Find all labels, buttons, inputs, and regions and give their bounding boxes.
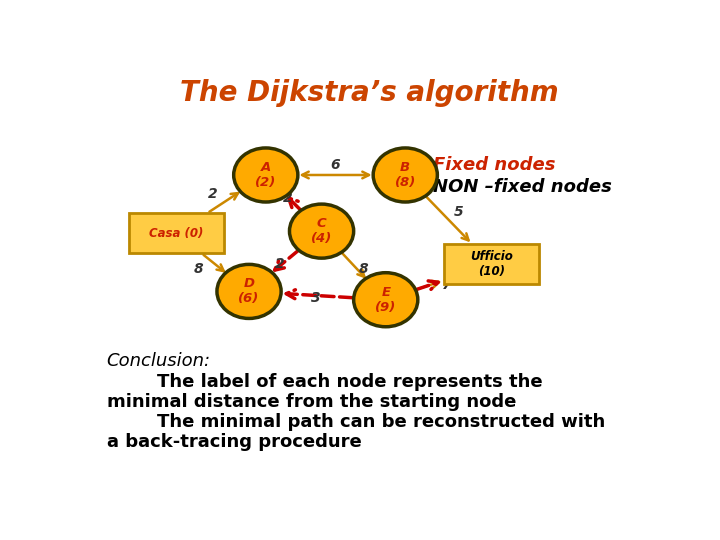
Text: 5: 5 <box>454 205 463 219</box>
Text: Casa (0): Casa (0) <box>149 227 204 240</box>
Ellipse shape <box>354 273 418 327</box>
Ellipse shape <box>373 148 437 202</box>
Text: C
(4): C (4) <box>311 217 332 245</box>
Text: 8: 8 <box>194 261 204 275</box>
Text: D
(6): D (6) <box>238 278 260 306</box>
Text: 7: 7 <box>442 278 452 292</box>
Ellipse shape <box>234 148 298 202</box>
Text: E
(9): E (9) <box>375 286 397 314</box>
FancyBboxPatch shape <box>444 245 539 285</box>
Text: Ufficio
(10): Ufficio (10) <box>470 251 513 279</box>
Text: 2: 2 <box>275 258 284 272</box>
Text: 6: 6 <box>330 158 341 172</box>
Text: The Dijkstra’s algorithm: The Dijkstra’s algorithm <box>180 79 558 107</box>
Text: 2: 2 <box>283 191 293 205</box>
Text: NON –fixed nodes: NON –fixed nodes <box>433 178 612 197</box>
Ellipse shape <box>217 265 281 319</box>
Text: Fixed nodes: Fixed nodes <box>433 156 556 173</box>
Text: a back-tracing procedure: a back-tracing procedure <box>107 433 361 451</box>
Text: 3: 3 <box>311 291 321 305</box>
Text: B
(8): B (8) <box>395 161 416 189</box>
Text: A
(2): A (2) <box>255 161 276 189</box>
Text: The minimal path can be reconstructed with: The minimal path can be reconstructed wi… <box>107 413 605 431</box>
Text: 2: 2 <box>208 187 217 201</box>
Text: 8: 8 <box>359 261 368 275</box>
FancyBboxPatch shape <box>129 213 224 253</box>
Text: The label of each node represents the: The label of each node represents the <box>107 373 542 392</box>
Ellipse shape <box>289 204 354 258</box>
Text: minimal distance from the starting node: minimal distance from the starting node <box>107 393 516 411</box>
Text: Conclusion:: Conclusion: <box>107 352 211 370</box>
